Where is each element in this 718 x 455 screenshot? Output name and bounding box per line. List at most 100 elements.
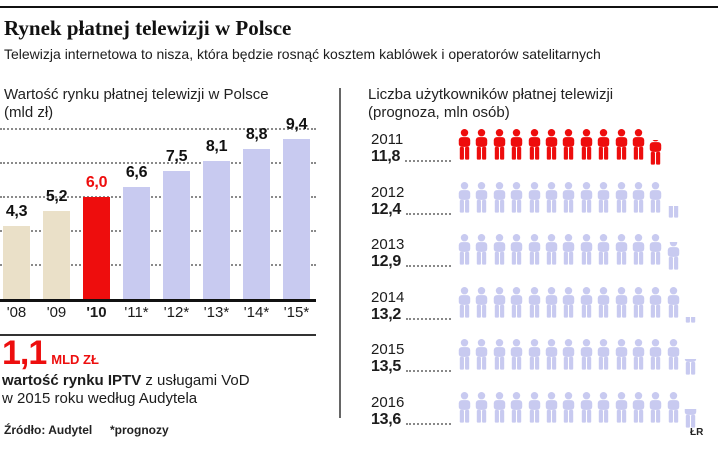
person-icon (527, 129, 542, 165)
callout-description-bold: wartość rynku IPTV (2, 372, 142, 389)
person-icon (614, 234, 629, 270)
person-icon (666, 287, 681, 323)
person-icon (614, 129, 629, 165)
person-icon (596, 182, 611, 218)
bar-value-label: 6,6 (125, 164, 148, 181)
bar-chart-unit-label: (mld zł) (4, 104, 54, 121)
person-icon (561, 392, 576, 428)
pictogram-row-2013: 2013 12,9 (371, 234, 716, 270)
callout-divider (0, 334, 316, 336)
person-icon (457, 182, 472, 218)
person-icons (457, 182, 681, 218)
person-icon (527, 182, 542, 218)
bar-'09 (43, 211, 70, 299)
forecast-note: *prognozy (110, 423, 169, 437)
person-icon (666, 392, 681, 428)
row-value: 13,5 (371, 358, 401, 375)
author-initials: ŁR (690, 427, 704, 438)
person-icons (457, 339, 698, 375)
person-icon (579, 339, 594, 375)
callout: 1,1 MLD ZŁ wartość rynku IPTV z usługami … (2, 336, 332, 408)
pictogram-chart-unit-label: (prognoza, mln osób) (368, 104, 510, 121)
callout-description: wartość rynku IPTV z usługami VoD w 2015… (2, 372, 332, 408)
bar-'14* (243, 149, 270, 299)
row-label: 2011 11,8 (371, 132, 457, 165)
gridline-2 (0, 264, 316, 266)
person-icon (561, 182, 576, 218)
bar-chart-x-axis: '08 '09 '10 '11* '12* '13* '14* '15* (0, 304, 330, 324)
person-icon (648, 339, 663, 375)
person-icon (579, 392, 594, 428)
bar-'13* (203, 161, 230, 299)
person-icon (648, 287, 663, 323)
x-tick-'10: '10 (86, 304, 107, 321)
bar-chart-header: Wartość rynku płatnej telewizji w Polsce… (4, 86, 334, 122)
person-icon (492, 129, 507, 165)
x-tick-'08: '08 (6, 304, 27, 321)
person-icon (492, 234, 507, 270)
x-tick-'13*: '13* (203, 304, 230, 321)
footer: Źródło: Audytel *prognozy (4, 423, 169, 437)
row-value: 13,2 (371, 306, 401, 323)
person-icons (457, 234, 681, 270)
column-divider (339, 88, 341, 418)
person-icon (614, 182, 629, 218)
person-icon (457, 287, 472, 323)
bar-value-label: 8,1 (205, 138, 228, 155)
row-year: 2013 (371, 236, 405, 253)
row-label: 2014 13,2 (371, 290, 457, 323)
person-icon (544, 339, 559, 375)
person-icon (474, 287, 489, 323)
person-icon (509, 392, 524, 428)
person-icon (614, 392, 629, 428)
person-icon (561, 129, 576, 165)
x-tick-'11*: '11* (124, 304, 149, 321)
pictogram-row-2016: 2016 13,6 (371, 392, 716, 428)
person-icon (527, 287, 542, 323)
person-icon (614, 339, 629, 375)
person-icon (648, 392, 663, 428)
row-year: 2014 (371, 289, 405, 306)
person-icon (561, 339, 576, 375)
pictogram-row-2012: 2012 12,4 (371, 182, 716, 218)
bar-'15* (283, 139, 310, 299)
person-icon (474, 392, 489, 428)
row-value: 11,8 (371, 148, 401, 165)
bar-value-label: 9,4 (285, 116, 308, 133)
partial-person-icon (683, 359, 698, 375)
row-value: 13,6 (371, 411, 401, 428)
dotted-leader (405, 213, 451, 215)
person-icon (579, 182, 594, 218)
partial-person-icon (666, 242, 681, 270)
person-icon (474, 129, 489, 165)
callout-value: 1,1 (2, 334, 47, 372)
person-icon (457, 234, 472, 270)
person-icon (509, 287, 524, 323)
top-rule (0, 6, 718, 8)
pictogram-chart-header: Liczba użytkowników płatnej telewizji (p… (368, 86, 708, 122)
row-label: 2016 13,6 (371, 395, 457, 428)
person-icon (527, 234, 542, 270)
pictogram-row-2014: 2014 13,2 (371, 287, 716, 323)
row-year: 2012 (371, 184, 405, 201)
pictogram-chart-title: Liczba użytkowników płatnej telewizji (368, 86, 614, 103)
dotted-leader (405, 265, 451, 267)
bar-value-label: 4,3 (5, 203, 28, 220)
person-icon (457, 392, 472, 428)
person-icon (544, 234, 559, 270)
dotted-leader (405, 370, 451, 372)
person-icon (579, 287, 594, 323)
person-icon (631, 287, 646, 323)
x-tick-'14*: '14* (243, 304, 270, 321)
person-icon (509, 234, 524, 270)
pictogram-row-2011: 2011 11,8 (371, 129, 716, 165)
person-icon (579, 129, 594, 165)
person-icon (631, 182, 646, 218)
person-icon (457, 339, 472, 375)
bar-value-label: 5,2 (45, 188, 68, 205)
person-icon (509, 129, 524, 165)
person-icon (631, 339, 646, 375)
person-icon (596, 129, 611, 165)
person-icon (527, 392, 542, 428)
bar-value-label: 6,0 (85, 174, 108, 191)
